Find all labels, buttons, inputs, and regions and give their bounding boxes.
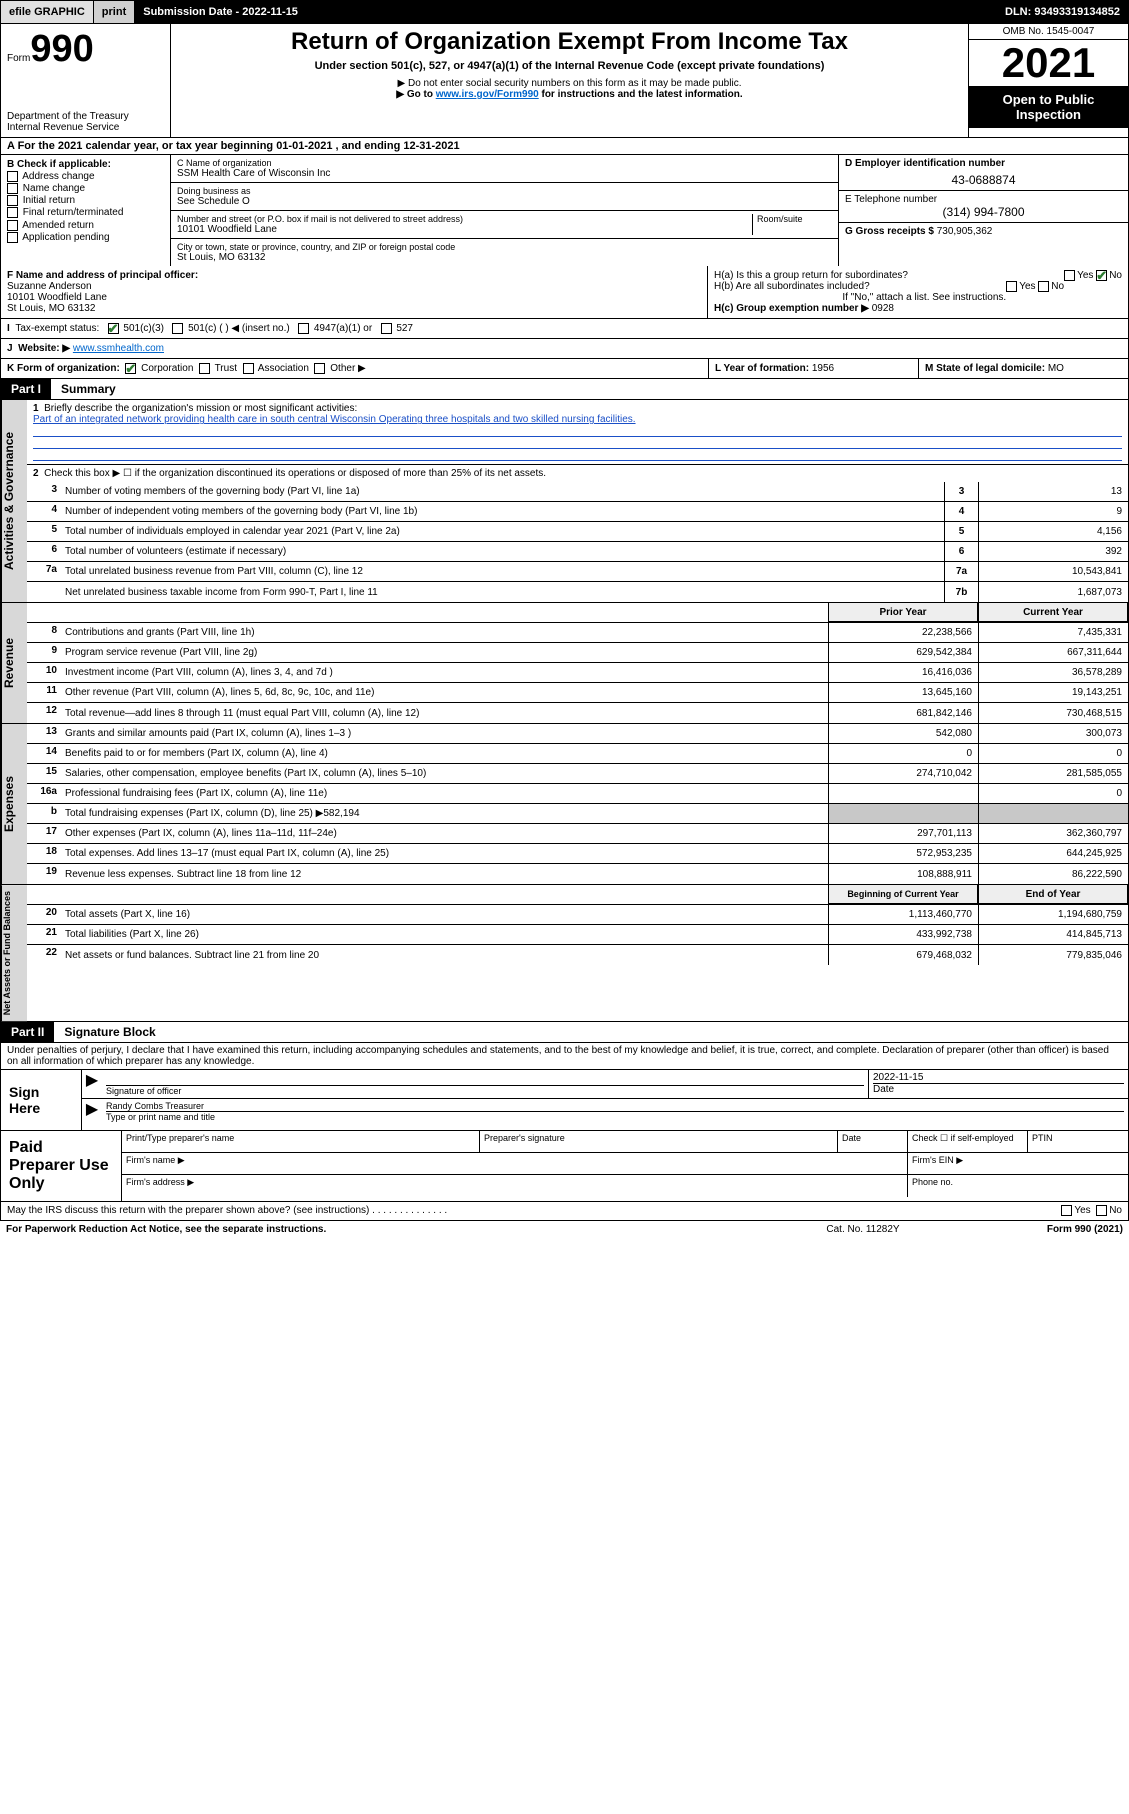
gross-receipts: 730,905,362 xyxy=(937,226,993,237)
sign-here-block: Sign Here ▶ Signature of officer 2022-11… xyxy=(0,1070,1129,1131)
state-domicile: MO xyxy=(1048,363,1064,374)
mission-text: Part of an integrated network providing … xyxy=(33,414,636,425)
submission-date: Submission Date - 2022-11-15 xyxy=(135,1,997,23)
chk-527[interactable] xyxy=(381,323,392,334)
gov-line: 5Total number of individuals employed in… xyxy=(27,522,1128,542)
row-j: J Website: ▶ www.ssmhealth.com xyxy=(0,339,1129,359)
table-row: 12Total revenue—add lines 8 through 11 (… xyxy=(27,703,1128,723)
part2-header: Part II Signature Block xyxy=(0,1022,1129,1043)
sect-expenses: Expenses 13Grants and similar amounts pa… xyxy=(0,724,1129,885)
sect-governance: Activities & Governance 1 Briefly descri… xyxy=(0,400,1129,603)
table-row: 13Grants and similar amounts paid (Part … xyxy=(27,724,1128,744)
chk-4947[interactable] xyxy=(298,323,309,334)
efile-label: efile GRAPHIC xyxy=(1,1,94,23)
table-row: bTotal fundraising expenses (Part IX, co… xyxy=(27,804,1128,824)
chk-initial-return[interactable] xyxy=(7,195,18,206)
dba: See Schedule O xyxy=(177,196,832,207)
block-b: B Check if applicable: Address change Na… xyxy=(1,155,171,266)
sect-revenue: Revenue Prior Year Current Year 8Contrib… xyxy=(0,603,1129,724)
tax-year: 2021 xyxy=(969,40,1128,86)
chk-other[interactable] xyxy=(314,363,325,374)
row-a-period: A For the 2021 calendar year, or tax yea… xyxy=(0,138,1129,155)
table-row: 8Contributions and grants (Part VIII, li… xyxy=(27,623,1128,643)
dln: DLN: 93493319134852 xyxy=(997,1,1128,23)
row-k: K Form of organization: Corporation Trus… xyxy=(0,359,1129,379)
chk-final-return[interactable] xyxy=(7,207,18,218)
table-row: 18Total expenses. Add lines 13–17 (must … xyxy=(27,844,1128,864)
gov-line: 6Total number of volunteers (estimate if… xyxy=(27,542,1128,562)
chk-amended[interactable] xyxy=(7,220,18,231)
table-row: 19Revenue less expenses. Subtract line 1… xyxy=(27,864,1128,884)
table-row: 20Total assets (Part X, line 16)1,113,46… xyxy=(27,905,1128,925)
topbar: efile GRAPHIC print Submission Date - 20… xyxy=(0,0,1129,24)
col-header-row: Prior Year Current Year xyxy=(27,603,1128,623)
na-header-row: Beginning of Current Year End of Year xyxy=(27,885,1128,905)
block-c: C Name of organization SSM Health Care o… xyxy=(171,155,838,266)
chk-discuss-no[interactable] xyxy=(1096,1205,1107,1216)
officer-name: Suzanne Anderson xyxy=(7,281,701,292)
gov-line: 7aTotal unrelated business revenue from … xyxy=(27,562,1128,582)
chk-assoc[interactable] xyxy=(243,363,254,374)
table-row: 15Salaries, other compensation, employee… xyxy=(27,764,1128,784)
form-number: Form990 xyxy=(7,28,164,71)
group-exemption: 0928 xyxy=(872,303,894,314)
phone: (314) 994-7800 xyxy=(845,205,1122,219)
chk-501c[interactable] xyxy=(172,323,183,334)
sign-arrow-icon: ▶ xyxy=(82,1070,102,1098)
info-grid: B Check if applicable: Address change Na… xyxy=(0,155,1129,266)
website-link[interactable]: www.ssmhealth.com xyxy=(73,343,164,354)
chk-hb-no[interactable] xyxy=(1038,281,1049,292)
dept-treasury: Department of the Treasury xyxy=(7,111,164,122)
chk-name-change[interactable] xyxy=(7,183,18,194)
chk-discuss-yes[interactable] xyxy=(1061,1205,1072,1216)
year-formation: 1956 xyxy=(812,363,834,374)
sign-arrow-icon-2: ▶ xyxy=(82,1099,102,1124)
irs-link[interactable]: www.irs.gov/Form990 xyxy=(436,89,539,100)
chk-501c3[interactable] xyxy=(108,323,119,334)
chk-app-pending[interactable] xyxy=(7,232,18,243)
fh-row: F Name and address of principal officer:… xyxy=(0,266,1129,319)
open-inspection: Open to Public Inspection xyxy=(969,86,1128,128)
street-address: 10101 Woodfield Lane xyxy=(177,224,752,235)
gov-line: Net unrelated business taxable income fr… xyxy=(27,582,1128,602)
chk-hb-yes[interactable] xyxy=(1006,281,1017,292)
sect-netassets: Net Assets or Fund Balances Beginning of… xyxy=(0,885,1129,1022)
bottom-line: For Paperwork Reduction Act Notice, see … xyxy=(0,1221,1129,1238)
form-header: Form990 Department of the Treasury Inter… xyxy=(0,24,1129,138)
row-i: I Tax-exempt status: 501(c)(3) 501(c) ( … xyxy=(0,319,1129,339)
omb-number: OMB No. 1545-0047 xyxy=(969,24,1128,40)
perjury-declaration: Under penalties of perjury, I declare th… xyxy=(0,1043,1129,1070)
ssn-note: ▶ Do not enter social security numbers o… xyxy=(179,78,960,89)
table-row: 9Program service revenue (Part VIII, lin… xyxy=(27,643,1128,663)
chk-corp[interactable] xyxy=(125,363,136,374)
city-state-zip: St Louis, MO 63132 xyxy=(177,252,832,263)
form-title: Return of Organization Exempt From Incom… xyxy=(179,28,960,56)
table-row: 14Benefits paid to or for members (Part … xyxy=(27,744,1128,764)
table-row: 17Other expenses (Part IX, column (A), l… xyxy=(27,824,1128,844)
chk-ha-yes[interactable] xyxy=(1064,270,1075,281)
part1-header: Part I Summary xyxy=(0,379,1129,400)
org-name: SSM Health Care of Wisconsin Inc xyxy=(177,168,832,179)
form-subtitle: Under section 501(c), 527, or 4947(a)(1)… xyxy=(179,60,960,72)
chk-address-change[interactable] xyxy=(7,171,18,182)
chk-ha-no[interactable] xyxy=(1096,270,1107,281)
chk-trust[interactable] xyxy=(199,363,210,374)
sign-date: 2022-11-15 xyxy=(873,1072,1124,1083)
ein: 43-0688874 xyxy=(845,173,1122,187)
gov-line: 3Number of voting members of the governi… xyxy=(27,482,1128,502)
paid-preparer-block: Paid Preparer Use Only Print/Type prepar… xyxy=(0,1131,1129,1202)
table-row: 11Other revenue (Part VIII, column (A), … xyxy=(27,683,1128,703)
table-row: 16aProfessional fundraising fees (Part I… xyxy=(27,784,1128,804)
goto-note: ▶ Go to www.irs.gov/Form990 for instruct… xyxy=(179,89,960,100)
table-row: 10Investment income (Part VIII, column (… xyxy=(27,663,1128,683)
discuss-row: May the IRS discuss this return with the… xyxy=(0,1202,1129,1220)
gov-line: 4Number of independent voting members of… xyxy=(27,502,1128,522)
irs-label: Internal Revenue Service xyxy=(7,122,164,133)
table-row: 22Net assets or fund balances. Subtract … xyxy=(27,945,1128,965)
table-row: 21Total liabilities (Part X, line 26)433… xyxy=(27,925,1128,945)
officer-printed-name: Randy Combs Treasurer xyxy=(106,1101,1124,1112)
print-button[interactable]: print xyxy=(94,1,135,23)
